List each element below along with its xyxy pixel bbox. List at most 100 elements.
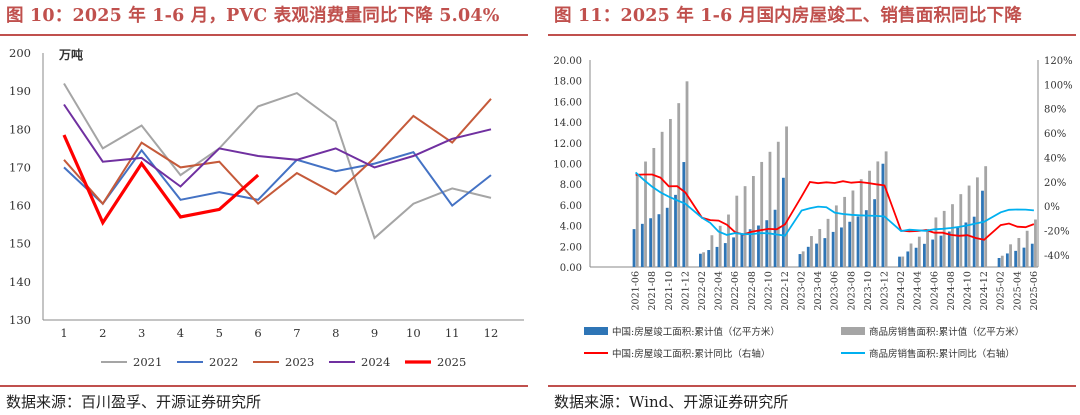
x-tick-label: 2021-08 — [647, 271, 658, 310]
right-y-tick-label: 100% — [1044, 80, 1073, 91]
y-tick-label: 200 — [9, 46, 31, 60]
left-y-tick-label: 0.00 — [560, 263, 582, 274]
figure-11-source: 数据来源：Wind、开源证券研究所 — [554, 393, 789, 411]
bar-completion — [748, 229, 752, 267]
bar-completion — [1005, 253, 1009, 267]
bar-completion — [657, 214, 661, 267]
bar-completion — [806, 246, 810, 267]
right-y-tick-label: 80% — [1044, 105, 1066, 116]
bar-sales — [884, 151, 888, 267]
x-tick-label: 2025-06 — [1029, 271, 1040, 310]
figure-11-title: 图 11：2025 年 1-6 月国内房屋竣工、销售面积同比下降 — [554, 6, 1022, 26]
figure-10-panel: 图 10：2025 年 1-6 月，PVC 表观消费量同比下降 5.04% 万吨… — [0, 0, 532, 415]
bar-sales — [909, 243, 913, 267]
legend-label-2024: 2024 — [361, 355, 390, 369]
bar-completion — [931, 239, 935, 267]
legend-swatch — [841, 327, 865, 335]
x-tick-label: 12 — [484, 326, 499, 340]
legend-label-2025: 2025 — [437, 355, 466, 369]
x-tick-label: 2022-02 — [697, 271, 708, 310]
legend-label-2022: 2022 — [209, 355, 238, 369]
bar-completion — [956, 227, 959, 267]
bar-sales — [677, 103, 681, 267]
x-tick-label: 2025-04 — [1012, 271, 1023, 310]
x-tick-label: 2021-06 — [631, 271, 642, 310]
series-line-2023 — [63, 98, 492, 206]
bar-completion — [831, 231, 835, 267]
bar-sales — [868, 170, 871, 267]
legend-label: 商品房销售面积:累计同比（右轴） — [869, 348, 1015, 360]
x-tick-label: 2024-08 — [946, 271, 957, 310]
y-tick-label: 190 — [9, 84, 31, 98]
bar-sales — [710, 235, 714, 267]
x-tick-label: 2023-10 — [863, 271, 874, 310]
bar-sales — [926, 229, 929, 267]
bar-sales — [702, 252, 705, 267]
bar-sales — [644, 161, 647, 267]
bar-completion — [632, 229, 636, 267]
bar-sales — [718, 225, 722, 267]
x-tick-label: 11 — [445, 326, 460, 340]
bar-completion — [765, 220, 769, 267]
bar-completion — [732, 237, 735, 267]
x-tick-label: 2023-08 — [846, 271, 857, 310]
bar-completion — [715, 246, 719, 267]
bar-completion — [707, 250, 711, 267]
left-y-tick-label: 2.00 — [560, 242, 582, 253]
bar-sales — [967, 185, 971, 267]
x-tick-label: 7 — [293, 326, 300, 340]
x-tick-label: 2023-06 — [830, 271, 841, 310]
unit-label: 万吨 — [58, 47, 83, 62]
bar-sales — [1017, 238, 1021, 267]
y-tick-label: 130 — [9, 313, 31, 327]
bar-sales — [785, 126, 788, 267]
left-y-tick-label: 10.00 — [553, 160, 582, 171]
x-tick-label: 2023-12 — [880, 271, 891, 310]
bar-completion — [798, 254, 802, 267]
x-tick-label: 2024-06 — [929, 271, 940, 310]
sales-yoy-line — [634, 171, 1034, 237]
series-line-2024 — [63, 103, 492, 188]
bar-completion — [723, 243, 727, 267]
bar-completion — [947, 231, 951, 267]
figure-11-panel: 图 11：2025 年 1-6 月国内房屋竣工、销售面积同比下降 0.00 2.0… — [548, 0, 1080, 415]
x-tick-label: 2022-10 — [763, 271, 774, 310]
x-tick-label: 2023-04 — [813, 271, 824, 310]
bar-sales — [843, 196, 847, 267]
series-line-2021 — [63, 82, 492, 240]
x-tick-label: 2022-12 — [780, 271, 791, 310]
y-tick-label: 150 — [9, 237, 31, 251]
left-y-tick-label: 8.00 — [560, 180, 582, 191]
x-tick-label: 2021-12 — [680, 271, 691, 310]
figure-10-title: 图 10：2025 年 1-6 月，PVC 表观消费量同比下降 5.04% — [6, 6, 500, 26]
left-y-tick-label: 14.00 — [553, 118, 582, 129]
right-y-tick-label: 20% — [1044, 178, 1066, 189]
x-tick-label: 1 — [60, 326, 67, 340]
bar-sales — [834, 205, 838, 267]
x-tick-label: 2022-04 — [714, 271, 725, 310]
bar-completion — [864, 210, 868, 267]
x-tick-label: 6 — [254, 326, 261, 340]
left-y-tick-label: 20.00 — [553, 56, 582, 67]
bar-completion — [699, 253, 702, 267]
bar-sales — [851, 190, 855, 267]
bar-sales — [776, 141, 780, 267]
legend-label-2021: 2021 — [133, 355, 162, 369]
right-y-tick-label: 0% — [1044, 202, 1060, 213]
x-tick-label: 3 — [138, 326, 145, 340]
bar-sales — [818, 229, 822, 267]
figure-10-source: 数据来源：百川盈孚、开源证券研究所 — [6, 393, 262, 411]
x-tick-label: 2024-04 — [913, 271, 924, 310]
x-tick-label: 2024-10 — [962, 271, 973, 310]
legend-swatch — [584, 327, 608, 335]
bar-completion — [740, 233, 744, 267]
bar-sales — [751, 176, 755, 267]
bar-sales — [942, 210, 946, 267]
bar-sales — [959, 194, 963, 267]
bar-sales — [660, 131, 664, 267]
x-tick-label: 2 — [99, 326, 106, 340]
bar-completion — [665, 207, 669, 267]
right-y-tick-label: 40% — [1044, 153, 1066, 164]
left-y-tick-label: 6.00 — [560, 201, 582, 212]
